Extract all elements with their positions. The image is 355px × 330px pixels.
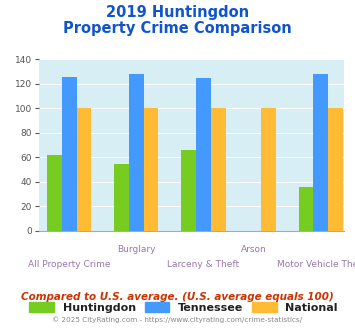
Bar [144,109,158,231]
Text: Compared to U.S. average. (U.S. average equals 100): Compared to U.S. average. (U.S. average … [21,292,334,302]
Text: Larceny & Theft: Larceny & Theft [167,260,240,269]
Text: Property Crime Comparison: Property Crime Comparison [63,21,292,36]
Bar [313,74,328,231]
Text: © 2025 CityRating.com - https://www.cityrating.com/crime-statistics/: © 2025 CityRating.com - https://www.city… [53,317,302,323]
Text: Burglary: Burglary [117,245,155,254]
Bar [114,164,129,231]
Text: 2019 Huntingdon: 2019 Huntingdon [106,5,249,20]
Bar [261,109,276,231]
Bar [181,150,196,231]
Bar [62,77,77,231]
Bar [77,109,91,231]
Bar [299,187,313,231]
Bar [129,74,144,231]
Bar [196,78,211,231]
Text: All Property Crime: All Property Crime [28,260,110,269]
Bar [328,109,343,231]
Bar [47,155,62,231]
Legend: Huntingdon, Tennessee, National: Huntingdon, Tennessee, National [29,302,338,313]
Text: Motor Vehicle Theft: Motor Vehicle Theft [277,260,355,269]
Bar [211,109,225,231]
Text: Arson: Arson [241,245,267,254]
